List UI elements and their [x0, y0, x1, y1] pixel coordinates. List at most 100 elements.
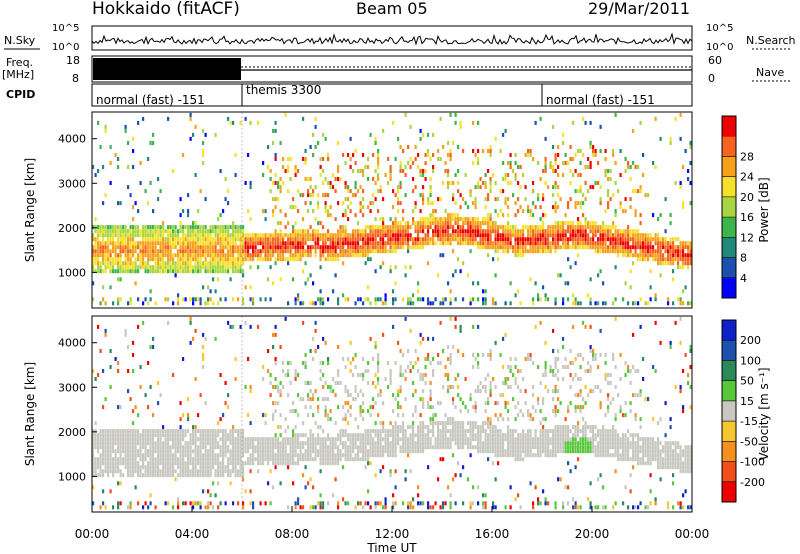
heatmap-cell [314, 237, 317, 242]
heatmap-cell [164, 269, 167, 274]
heatmap-cell [334, 189, 337, 194]
heatmap-cell [689, 249, 692, 254]
heatmap-cell [647, 245, 650, 250]
heatmap-cell [424, 365, 427, 369]
heatmap-cell [407, 349, 410, 353]
heatmap-cell [159, 241, 162, 246]
heatmap-cell [382, 401, 385, 406]
heatmap-cell [219, 237, 222, 242]
heatmap-cell [459, 445, 462, 450]
heatmap-cell [462, 437, 465, 442]
heatmap-cell [397, 237, 400, 242]
heatmap-cell [392, 120, 395, 125]
heatmap-cell [292, 461, 295, 466]
heatmap-cell [602, 225, 605, 230]
heatmap-cell [102, 229, 105, 234]
heatmap-cell [267, 369, 270, 373]
heatmap-cell [449, 213, 452, 218]
heatmap-cell [322, 297, 325, 302]
heatmap-cell [614, 249, 617, 254]
heatmap-cell [447, 437, 450, 442]
heatmap-cell [197, 457, 200, 462]
heatmap-cell [174, 229, 177, 234]
heatmap-cell [349, 241, 352, 246]
heatmap-cell [137, 241, 140, 246]
heatmap-cell [282, 241, 285, 246]
heatmap-cell [384, 449, 387, 454]
heatmap-cell [187, 265, 190, 270]
heatmap-cell [604, 169, 607, 173]
heatmap-cell [112, 229, 115, 234]
heatmap-cell [459, 473, 462, 478]
heatmap-cell [614, 245, 617, 250]
heatmap-cell [324, 405, 327, 410]
heatmap-cell [209, 249, 212, 254]
heatmap-cell [442, 421, 445, 426]
heatmap-cell [187, 257, 190, 262]
heatmap-cell [309, 381, 312, 385]
heatmap-cell [424, 177, 427, 181]
heatmap-cell [509, 237, 512, 242]
heatmap-cell [529, 153, 532, 157]
heatmap-cell [242, 465, 245, 470]
heatmap-cell [117, 269, 120, 274]
heatmap-cell [257, 257, 260, 262]
heatmap-cell [632, 161, 635, 165]
heatmap-cell [404, 437, 407, 442]
heatmap-cell [359, 449, 362, 454]
heatmap-cell [97, 241, 100, 246]
heatmap-cell [354, 253, 357, 258]
heatmap-cell [674, 116, 677, 121]
heatmap-cell [129, 301, 132, 306]
heatmap-cell [277, 389, 280, 394]
heatmap-cell [187, 213, 190, 218]
heatmap-cell [157, 233, 160, 238]
heatmap-cell [412, 189, 415, 194]
heatmap-cell [242, 233, 245, 238]
heatmap-cell [387, 181, 390, 185]
heatmap-cell [124, 241, 127, 246]
heatmap-cell [177, 429, 180, 434]
heatmap-cell [334, 421, 337, 426]
heatmap-cell [494, 181, 497, 185]
heatmap-cell [149, 289, 152, 294]
heatmap-cell [292, 409, 295, 414]
heatmap-cell [189, 501, 192, 506]
heatmap-cell [634, 301, 637, 306]
heatmap-cell [652, 257, 655, 262]
heatmap-cell [212, 429, 215, 434]
heatmap-cell [197, 453, 200, 458]
heatmap-cell [187, 229, 190, 234]
heatmap-cell [382, 465, 385, 470]
heatmap-cell [144, 469, 147, 474]
heatmap-cell [214, 225, 217, 230]
heatmap-cell [389, 245, 392, 250]
heatmap-cell [157, 401, 160, 406]
heatmap-cell [119, 265, 122, 270]
heatmap-cell [444, 229, 447, 234]
heatmap-cell [122, 441, 125, 446]
heatmap-cell [227, 469, 230, 474]
heatmap-cell [219, 453, 222, 458]
heatmap-cell [312, 457, 315, 462]
heatmap-cell [372, 177, 375, 181]
heatmap-cell [184, 225, 187, 230]
heatmap-cell [574, 225, 577, 230]
heatmap-cell [222, 453, 225, 458]
heatmap-cell [637, 165, 640, 169]
heatmap-cell [229, 473, 232, 478]
heatmap-cell [667, 245, 670, 250]
heatmap-cell [592, 237, 595, 242]
heatmap-cell [232, 425, 235, 430]
heatmap-cell [117, 253, 120, 258]
heatmap-cell [359, 237, 362, 242]
heatmap-cell [534, 225, 537, 230]
heatmap-cell [507, 453, 510, 458]
heatmap-cell [267, 245, 270, 250]
heatmap-cell [462, 237, 465, 242]
heatmap-cell [107, 429, 110, 434]
heatmap-cell [514, 173, 517, 177]
heatmap-cell [294, 437, 297, 442]
heatmap-cell [339, 249, 342, 254]
heatmap-cell [104, 124, 107, 129]
